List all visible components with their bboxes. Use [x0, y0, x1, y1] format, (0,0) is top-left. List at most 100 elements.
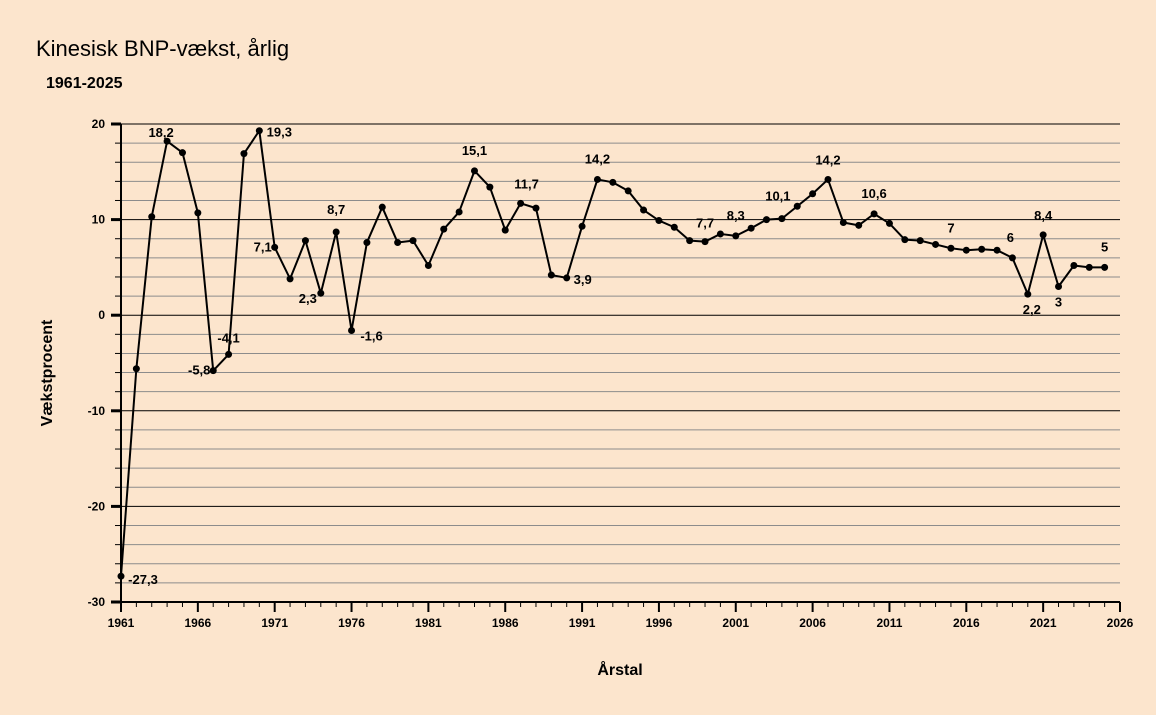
- x-tick-label: 1981: [415, 616, 442, 630]
- data-point: [378, 203, 386, 211]
- data-point: [1101, 263, 1109, 271]
- data-point: [1008, 254, 1016, 262]
- data-point: [194, 209, 202, 217]
- data-point: [1039, 231, 1047, 239]
- data-point: [117, 572, 125, 580]
- data-point: [440, 225, 448, 233]
- data-point: [363, 239, 371, 247]
- x-tick-label: 2026: [1107, 616, 1134, 630]
- data-point: [348, 326, 356, 334]
- data-point: [317, 289, 325, 297]
- data-point: [1070, 261, 1078, 269]
- data-point: [517, 199, 525, 207]
- data-label: 5: [1101, 239, 1108, 254]
- data-label: -1,6: [360, 328, 382, 343]
- data-point: [532, 204, 540, 212]
- data-labels: -27,3 18,2 -5,8 -4,1 19,3 7,1 2,3 8,7 -1,6 15,1 11…: [128, 125, 1108, 587]
- data-point: [148, 213, 156, 221]
- x-tick-label: 2011: [876, 616, 902, 630]
- data-point: [271, 243, 279, 251]
- data-point: [839, 218, 847, 226]
- data-point: [132, 365, 140, 373]
- data-point: [609, 178, 617, 186]
- x-tick-label: 1986: [492, 616, 519, 630]
- grid-lines: [121, 123, 1120, 603]
- data-point: [178, 149, 186, 157]
- y-tick-label: -20: [88, 499, 106, 513]
- data-point: [1024, 290, 1032, 298]
- data-point: [947, 244, 955, 252]
- y-tick-label: 20: [92, 117, 106, 131]
- data-label: 8,4: [1034, 208, 1053, 223]
- data-point: [701, 238, 709, 246]
- data-point: [732, 232, 740, 240]
- x-axis: 1961 1966 1971 1976 1981 1986 1991 1996 2001 2006…: [108, 601, 1134, 630]
- x-tick-label: 1976: [338, 616, 365, 630]
- data-point: [747, 224, 755, 232]
- chart-title: Kinesisk BNP-vækst, årlig: [36, 36, 290, 61]
- data-point: [578, 222, 586, 230]
- data-point: [655, 217, 663, 225]
- data-point: [424, 261, 432, 269]
- data-point: [824, 175, 832, 183]
- data-point: [870, 210, 878, 218]
- x-tick-label: 1971: [261, 616, 288, 630]
- data-point: [394, 239, 402, 247]
- y-axis-label: Vækstprocent: [39, 319, 56, 426]
- data-point: [855, 221, 863, 229]
- data-point: [470, 167, 478, 175]
- data-point: [455, 208, 463, 216]
- y-tick-label: -10: [88, 404, 106, 418]
- chart-subtitle: 1961-2025: [46, 75, 123, 92]
- x-tick-label: 1991: [569, 616, 596, 630]
- data-point: [793, 202, 801, 210]
- data-point: [916, 237, 924, 245]
- data-point: [809, 190, 817, 198]
- data-label: 11,7: [514, 176, 539, 191]
- data-point: [501, 226, 509, 234]
- data-label: 2,3: [299, 291, 317, 306]
- data-point: [593, 175, 601, 183]
- data-label: -27,3: [128, 572, 158, 587]
- data-label: 8,3: [727, 208, 745, 223]
- data-point: [225, 350, 233, 358]
- data-label: 15,1: [462, 143, 487, 158]
- y-tick-label: 0: [98, 308, 105, 322]
- data-point: [962, 246, 970, 254]
- data-label: 2,2: [1023, 302, 1041, 317]
- data-label: 18,2: [148, 125, 173, 140]
- data-point: [624, 187, 632, 195]
- x-tick-label: 2021: [1030, 616, 1057, 630]
- data-label: 6: [1007, 230, 1014, 245]
- data-point: [1085, 263, 1093, 271]
- data-point: [763, 216, 771, 224]
- data-label: -4,1: [217, 330, 239, 345]
- data-label: 3,9: [574, 272, 592, 287]
- data-point: [255, 127, 263, 135]
- data-label: -5,8: [188, 363, 210, 378]
- data-point: [932, 240, 940, 248]
- data-label: 19,3: [267, 125, 292, 140]
- y-tick-label: -30: [88, 595, 106, 609]
- data-label: 3: [1055, 295, 1062, 310]
- x-tick-label: 2016: [953, 616, 980, 630]
- data-point: [670, 223, 678, 231]
- data-label: 7,7: [696, 216, 714, 231]
- data-point: [409, 237, 417, 245]
- data-point: [486, 183, 494, 191]
- data-point: [640, 206, 648, 214]
- x-tick-label: 2006: [799, 616, 826, 630]
- data-point: [332, 228, 340, 236]
- data-point: [778, 215, 786, 223]
- x-axis-label: Årstal: [597, 660, 642, 679]
- data-point: [978, 245, 986, 253]
- data-point: [563, 274, 571, 282]
- data-point: [163, 137, 171, 145]
- x-tick-label: 1996: [646, 616, 673, 630]
- data-label: 7,1: [254, 239, 272, 254]
- y-axis: -30 -20 -10 0 10 20: [88, 117, 122, 609]
- data-point: [901, 236, 909, 244]
- data-series: [117, 127, 1109, 580]
- data-label: 8,7: [327, 202, 345, 217]
